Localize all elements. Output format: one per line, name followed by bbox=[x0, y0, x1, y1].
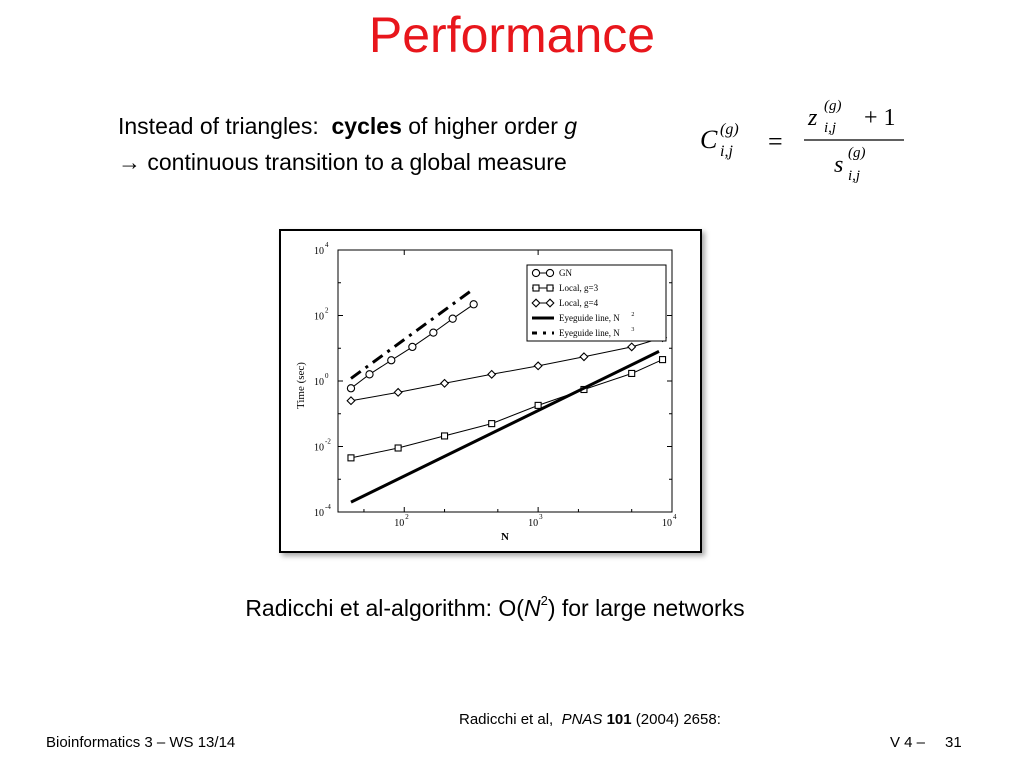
formula-den-sup: (g) bbox=[848, 145, 866, 161]
bullet-text: Instead of triangles: cycles of higher o… bbox=[118, 108, 577, 180]
y-axis-label: Time (sec) bbox=[295, 362, 307, 409]
slide-title: Performance bbox=[368, 7, 656, 63]
legend-label: Eyeguide line, N bbox=[559, 313, 620, 323]
data-point-square bbox=[347, 454, 355, 462]
legend-marker bbox=[545, 268, 555, 278]
legend-label: Local, g=4 bbox=[559, 298, 599, 308]
legend-label: Eyeguide line, N bbox=[559, 328, 620, 338]
data-point-circle bbox=[408, 342, 417, 352]
legend-label-exp: 3 bbox=[631, 327, 634, 333]
y-tick-label-exp: 0 bbox=[325, 372, 329, 380]
legend-label: GN bbox=[559, 268, 572, 278]
footer-right: V 4 – 31 bbox=[890, 734, 962, 751]
data-point-circle bbox=[469, 300, 478, 309]
y-tick-label-base: 10 bbox=[314, 246, 324, 257]
formula-num-base: z bbox=[807, 105, 818, 131]
bullet-line-1: Instead of triangles: cycles of higher o… bbox=[118, 108, 577, 144]
ref-rest: (2004) 2658: bbox=[635, 711, 721, 728]
formula-num-plus: + 1 bbox=[864, 105, 896, 131]
y-tick-label-base: 10 bbox=[314, 377, 324, 388]
bullet-variable: g bbox=[564, 113, 578, 139]
legend-label: Local, g=3 bbox=[559, 283, 599, 293]
formula-den-sub: i,j bbox=[848, 168, 860, 184]
data-point-diamond bbox=[346, 396, 356, 406]
reference: Radicchi et al, PNAS 101 (2004) 2658: bbox=[459, 711, 721, 728]
y-tick-label-base: 10 bbox=[314, 312, 324, 323]
algo-suffix: ) for large networks bbox=[547, 595, 745, 621]
legend-marker bbox=[532, 284, 540, 292]
x-tick-label-exp: 2 bbox=[405, 513, 409, 521]
clustering-formula: C (g) i,j = z (g) i,j + 1 s (g) i,j bbox=[700, 98, 904, 184]
formula-num-sub: i,j bbox=[824, 120, 836, 136]
data-point-square bbox=[440, 432, 449, 440]
data-point-diamond bbox=[439, 378, 450, 388]
data-point-diamond bbox=[393, 387, 403, 397]
footer-course: Bioinformatics 3 – WS 13/14 bbox=[46, 734, 236, 751]
y-tick-label-exp: -4 bbox=[325, 503, 331, 511]
data-point-diamond bbox=[627, 342, 637, 352]
x-axis-label: N bbox=[501, 531, 509, 543]
data-point-square bbox=[659, 356, 667, 364]
performance-chart: 10 -4 10 -2 10 0 10 2 10 4 10 2 10 3 10 4 N Time (sec) GN L… bbox=[279, 229, 702, 553]
series-line-1 bbox=[350, 359, 663, 459]
data-point-square bbox=[628, 369, 636, 378]
y-tick-label-exp: 2 bbox=[325, 307, 329, 315]
x-tick-label-exp: 4 bbox=[673, 513, 677, 521]
x-tick-label-base: 10 bbox=[528, 518, 538, 529]
y-tick-label-exp: 4 bbox=[325, 241, 329, 249]
series-line-4 bbox=[350, 287, 475, 380]
formula-den-base: s bbox=[834, 152, 843, 178]
page-number: 31 bbox=[945, 734, 962, 751]
formula-lhs-sup: (g) bbox=[720, 121, 739, 138]
data-point-square bbox=[534, 401, 542, 409]
legend-marker bbox=[531, 298, 541, 308]
bullet-bold-word: cycles bbox=[331, 113, 402, 139]
data-point-circle bbox=[448, 314, 457, 323]
algo-prefix: Radicchi et al-algorithm: O( bbox=[245, 595, 524, 621]
data-point-circle bbox=[346, 384, 356, 393]
bullet-line-2: → continuous transition to a global meas… bbox=[118, 149, 567, 175]
formula-lhs-sub: i,j bbox=[720, 143, 733, 160]
x-tick-label-exp: 3 bbox=[539, 513, 543, 521]
formula-equals: = bbox=[768, 127, 783, 156]
ref-authors: Radicchi et al, bbox=[459, 711, 554, 728]
data-point-diamond bbox=[487, 369, 497, 379]
ref-journal: PNAS bbox=[561, 711, 603, 728]
bullet-mid: of higher order bbox=[408, 113, 558, 139]
footer-lecture: V 4 – bbox=[890, 734, 926, 751]
formula-lhs-base: C bbox=[700, 125, 718, 154]
series-line-3 bbox=[350, 350, 660, 504]
data-point-circle bbox=[429, 328, 438, 337]
algorithm-complexity: Radicchi et al-algorithm: O(N2) for larg… bbox=[0, 593, 990, 622]
data-point-square bbox=[488, 420, 496, 428]
legend-marker bbox=[531, 268, 541, 278]
ref-volume: 101 bbox=[606, 711, 632, 728]
x-tick-label-base: 10 bbox=[394, 518, 404, 529]
formula-num-sup: (g) bbox=[824, 98, 842, 114]
bullet-prefix: Instead of triangles: bbox=[118, 113, 319, 139]
y-tick-label-base: 10 bbox=[314, 443, 324, 454]
data-point-circle bbox=[387, 356, 396, 365]
y-tick-label-base: 10 bbox=[314, 508, 324, 519]
data-point-circle bbox=[365, 370, 374, 379]
data-point-diamond bbox=[533, 361, 543, 371]
legend-label-exp: 2 bbox=[631, 312, 634, 318]
x-tick-label-base: 10 bbox=[662, 518, 672, 529]
algo-variable: N bbox=[523, 595, 541, 621]
series-line-2 bbox=[350, 337, 663, 402]
data-point-diamond bbox=[579, 352, 589, 362]
algo-exponent: 2 bbox=[540, 593, 548, 608]
data-point-square bbox=[394, 444, 402, 452]
y-tick-label-exp: -2 bbox=[325, 438, 331, 446]
legend-marker bbox=[545, 298, 555, 308]
legend-marker bbox=[546, 284, 554, 292]
